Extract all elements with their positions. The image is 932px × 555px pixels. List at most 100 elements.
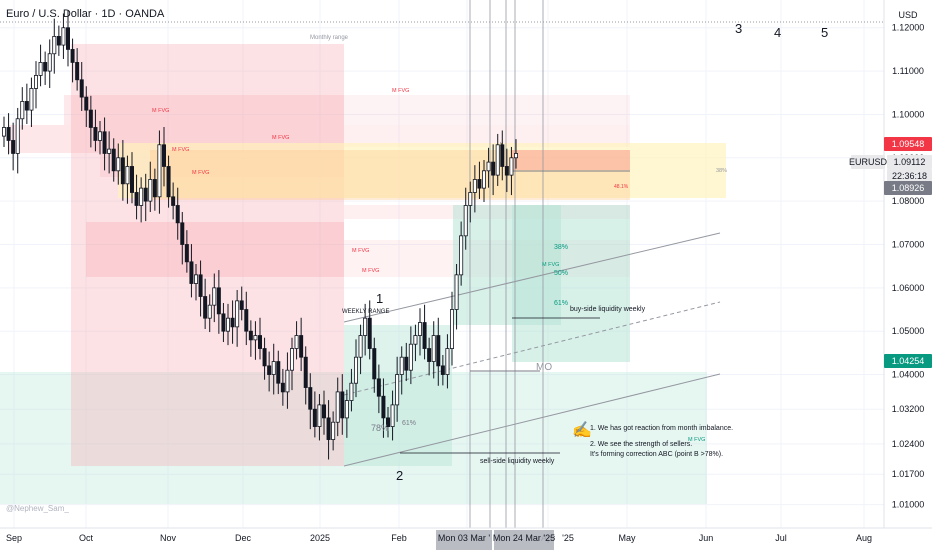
- zone-green-retrace: [512, 205, 630, 362]
- time-highlight-bg: [494, 530, 554, 550]
- zone-fvg-ext: [344, 95, 630, 125]
- candle-body: [481, 170, 486, 189]
- time-tick-label: 2025: [310, 533, 330, 543]
- candle-body: [70, 49, 75, 63]
- zone-fvg-ext2: [344, 125, 630, 147]
- x-marker-label: x: [500, 142, 503, 148]
- candle-body: [221, 313, 226, 332]
- price-tick-label: 1.02400: [892, 439, 925, 449]
- price-tick-label: 1.01700: [892, 469, 925, 479]
- candle-body: [344, 400, 349, 419]
- candle-body: [235, 300, 240, 328]
- candle-body: [116, 157, 121, 172]
- zone-discount-green: [0, 372, 707, 504]
- fib-38-label: 38%: [554, 244, 568, 251]
- countdown-label-bg: [887, 169, 932, 183]
- price-tick-label: 1.04000: [892, 370, 925, 380]
- time-highlight-3: '25: [562, 533, 574, 543]
- candle-body: [125, 166, 130, 185]
- candle-body: [399, 356, 404, 375]
- candle-body: [244, 309, 249, 332]
- price-axis-currency: USD: [898, 10, 918, 20]
- wave-label-4: 4: [774, 25, 781, 40]
- candle-body: [468, 192, 473, 206]
- m-fvg-label: M FVG: [152, 108, 169, 114]
- symbol-label-bg: [851, 155, 885, 169]
- candle-body: [98, 131, 103, 141]
- candle-body: [267, 365, 272, 375]
- time-tick-label: Jul: [775, 533, 787, 543]
- candle-body: [445, 348, 450, 375]
- candle-body: [427, 348, 432, 362]
- candle-body: [11, 140, 16, 154]
- candle-body: [239, 300, 244, 310]
- price-label-low: 1.08926: [892, 183, 925, 193]
- candle-body: [422, 322, 427, 349]
- m-fvg-label: M FVG: [688, 437, 705, 443]
- candle-body: [120, 157, 125, 185]
- mo-label: MO: [536, 362, 552, 373]
- candle-body: [161, 144, 166, 167]
- price-label-high-bg: [884, 137, 932, 151]
- candle-body: [459, 235, 464, 276]
- symbol-label: EURUSD: [849, 157, 888, 167]
- time-tick-label: Aug: [856, 533, 872, 543]
- candle-body: [184, 244, 189, 263]
- candle-body: [79, 79, 84, 98]
- zone-orange-overlap: [150, 150, 630, 200]
- time-tick-label: Oct: [79, 533, 94, 543]
- candle-body: [20, 101, 25, 120]
- candle-body: [509, 157, 514, 176]
- candle-body: [38, 62, 43, 76]
- candle-body: [408, 343, 413, 371]
- fib-small-label: 48.1%: [614, 184, 629, 190]
- price-label-low-bg: [884, 181, 932, 195]
- time-tick-label: Jun: [699, 533, 714, 543]
- candle-body: [143, 187, 148, 202]
- candle-body: [299, 335, 304, 358]
- note-icon: ✍: [572, 421, 592, 439]
- candle-body: [449, 309, 454, 349]
- time-highlight-bg: [436, 530, 492, 550]
- candle-body: [326, 417, 331, 440]
- candle-body: [34, 75, 39, 89]
- price-label-green-bg: [884, 354, 932, 368]
- channel-upper: [343, 232, 721, 323]
- note-line-3: It's forming correction ABC (point B >78…: [590, 451, 723, 458]
- fib-78-label: 78%: [371, 423, 389, 433]
- m-fvg-label: M FVG: [192, 170, 209, 176]
- candle-body: [495, 144, 500, 176]
- candle-body: [289, 348, 294, 371]
- candle-body: [363, 317, 368, 336]
- m-fvg-label: M FVG: [172, 147, 189, 153]
- price-label-green: 1.04254: [892, 356, 925, 366]
- candle-body: [129, 166, 134, 193]
- candle-body: [285, 369, 290, 393]
- candle-body: [152, 179, 157, 198]
- time-tick-label: May: [618, 533, 636, 543]
- candle-body: [15, 118, 20, 154]
- candle-body: [417, 322, 422, 336]
- candle-body: [253, 335, 258, 341]
- candle-body: [477, 179, 482, 189]
- candle-body: [139, 187, 144, 206]
- candle-body: [203, 296, 208, 319]
- price-tick-label: 1.12000: [892, 23, 925, 33]
- candle-body: [335, 391, 340, 423]
- weekly-range-label: WEEKLY RANGE: [342, 309, 389, 315]
- price-tick-label: 1.10000: [892, 109, 925, 119]
- candle-body: [280, 382, 285, 393]
- chart-title: Euro / U.S. Dollar · 1D · OANDA: [6, 8, 165, 20]
- zone-fvg-top: [64, 95, 344, 125]
- price-tick-label: 1.05000: [892, 326, 925, 336]
- candle-body: [404, 356, 409, 371]
- m-fvg-label: M FVG: [542, 262, 559, 268]
- candle-body: [29, 88, 34, 111]
- candle-body: [321, 404, 326, 419]
- candle-body: [24, 101, 29, 111]
- time-tick-label: Dec: [235, 533, 252, 543]
- candle-body: [486, 161, 491, 172]
- price-tick-label: 1.01000: [892, 500, 925, 510]
- channel-lower: [343, 373, 721, 467]
